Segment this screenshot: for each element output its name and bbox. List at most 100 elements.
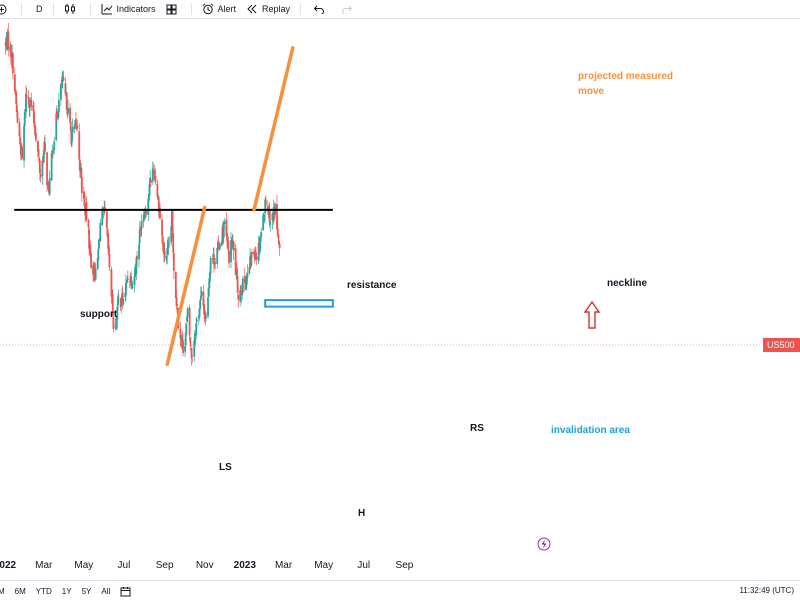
candle — [53, 136, 56, 155]
candle — [62, 71, 65, 82]
candle — [232, 241, 235, 260]
clock-readout: 11:32:49 (UTC) — [739, 586, 794, 595]
candle — [213, 262, 216, 270]
candle — [255, 251, 258, 265]
candle — [263, 214, 266, 224]
candle — [175, 290, 178, 310]
chart-area[interactable] — [0, 19, 800, 543]
candle — [172, 250, 175, 280]
range-button-ytd[interactable]: YTD — [35, 586, 52, 596]
candle — [11, 51, 14, 80]
candle — [156, 179, 159, 201]
resistance-label: resistance — [347, 280, 397, 291]
neckline-label: neckline — [607, 278, 648, 289]
price-chart[interactable] — [0, 19, 800, 543]
candle — [73, 123, 76, 134]
head-trendline[interactable] — [165, 205, 207, 366]
candle — [168, 236, 171, 246]
x-tick-label: Mar — [275, 560, 293, 571]
x-tick-label: 2023 — [234, 560, 257, 571]
candle — [145, 210, 148, 218]
candle — [94, 262, 97, 280]
toolbar-divider — [300, 3, 302, 15]
candle — [90, 250, 92, 269]
layouts-button[interactable] — [166, 4, 181, 15]
invalidation-area-box[interactable] — [264, 299, 334, 308]
plus-circle-icon — [0, 4, 7, 14]
replay-label: Replay — [262, 4, 291, 14]
x-tick-label: 2022 — [0, 560, 17, 571]
lightning-event-icon[interactable] — [537, 537, 551, 551]
drawings-layer — [14, 46, 334, 366]
candle — [166, 239, 169, 264]
candle — [199, 299, 202, 317]
candle — [254, 246, 257, 262]
support-label: support — [80, 309, 118, 320]
projected-move-line[interactable] — [252, 46, 295, 212]
x-tick-label: May — [74, 560, 93, 571]
x-tick-label: Jul — [357, 560, 370, 571]
candle — [56, 105, 58, 124]
candle — [16, 109, 19, 124]
interval-button[interactable]: D — [36, 4, 43, 14]
candle — [71, 129, 73, 148]
candle — [115, 315, 117, 331]
top-toolbar: D Indicators Alert — [0, 0, 800, 19]
candle — [162, 237, 165, 254]
candle — [21, 144, 23, 160]
candle — [134, 264, 136, 286]
x-tick-label: Jul — [118, 560, 131, 571]
range-button-1y[interactable]: 1Y — [61, 586, 72, 596]
candle — [50, 150, 53, 181]
replay-button[interactable]: Replay — [246, 4, 290, 14]
candle — [69, 120, 72, 134]
candle — [186, 306, 189, 323]
candle — [200, 286, 203, 299]
candle — [110, 266, 113, 304]
candle — [226, 226, 228, 249]
candle — [222, 220, 225, 243]
candle — [241, 275, 244, 294]
range-button-5y[interactable]: 5Y — [81, 586, 92, 596]
candle — [18, 118, 21, 140]
indicators-label: Indicators — [116, 4, 156, 14]
candle — [198, 308, 201, 321]
alert-label: Alert — [217, 4, 237, 14]
candle — [59, 83, 62, 107]
candle — [239, 285, 242, 307]
range-button-1m[interactable]: M — [0, 586, 5, 596]
candle — [39, 168, 42, 183]
candle — [209, 255, 212, 282]
bottom-toolbar: M 6M YTD 1Y 5Y All 11:32:49 (UTC) — [0, 580, 800, 601]
chart-type-button[interactable] — [64, 3, 80, 15]
candle — [264, 194, 267, 211]
candle — [126, 270, 129, 283]
candle — [230, 232, 232, 269]
candle — [10, 43, 12, 65]
range-button-6m[interactable]: 6M — [14, 586, 26, 596]
add-symbol-button[interactable] — [0, 4, 11, 15]
candle — [260, 227, 263, 242]
candle — [138, 221, 141, 247]
grid-layout-icon — [166, 4, 177, 14]
head-label: H — [358, 508, 366, 519]
candle — [69, 103, 71, 124]
undo-button[interactable] — [313, 4, 329, 14]
x-tick-label: Sep — [396, 560, 414, 571]
time-axis[interactable]: 2022 Mar May Jul Sep Nov 2023 Mar May Jul Sep — [0, 552, 800, 578]
candle — [195, 317, 198, 328]
alert-button[interactable]: Alert — [202, 3, 237, 15]
alarm-clock-icon — [202, 3, 213, 15]
calendar-icon[interactable] — [120, 586, 131, 597]
candle — [223, 218, 226, 229]
right-shoulder-label: RS — [470, 423, 484, 434]
candle — [194, 333, 197, 345]
candle — [165, 255, 168, 265]
range-button-all[interactable]: All — [101, 586, 111, 596]
indicators-icon — [101, 4, 112, 15]
indicators-button[interactable]: Indicators — [101, 3, 156, 15]
candle — [211, 257, 214, 264]
redo-button[interactable] — [341, 4, 357, 14]
candle — [111, 289, 114, 320]
candle — [185, 322, 188, 336]
